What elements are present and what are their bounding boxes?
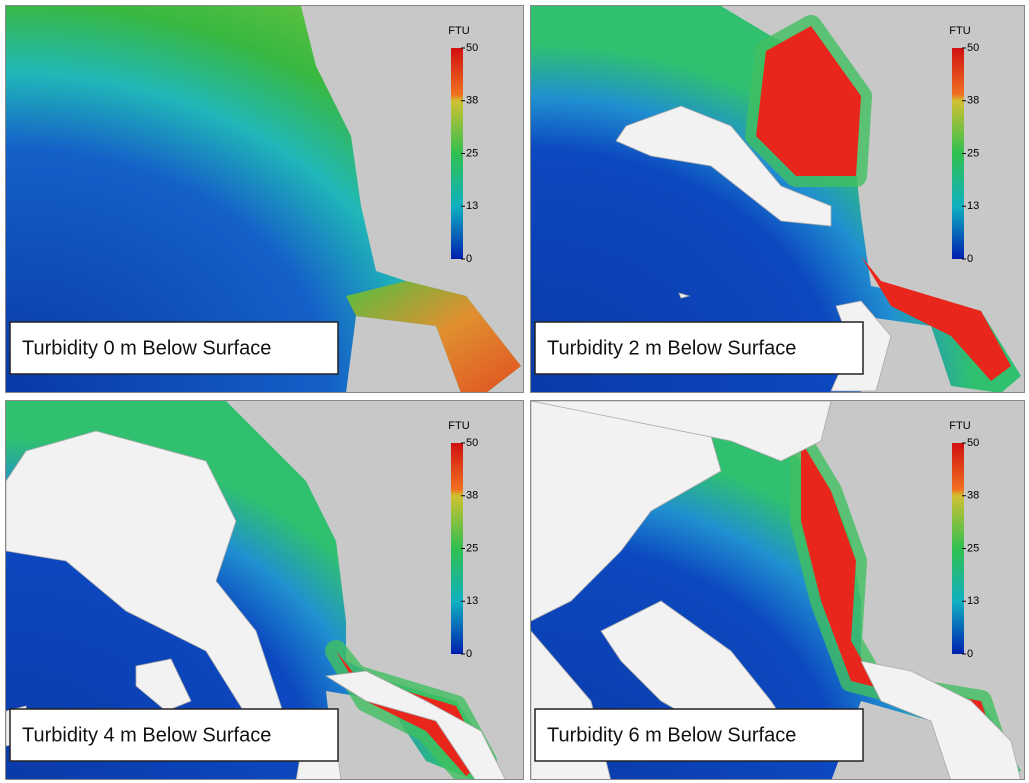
- colorbar-tick-label: 13: [967, 595, 979, 607]
- panel-label: Turbidity 4 m Below Surface: [22, 724, 271, 746]
- panel-label: Turbidity 0 m Below Surface: [22, 337, 271, 359]
- map-panel: FTU 50 38 25 13 0 Turbidity 2 m Below Surface: [530, 5, 1025, 393]
- colorbar-unit: FTU: [949, 420, 970, 432]
- colorbar-unit: FTU: [448, 420, 469, 432]
- colorbar-tick-label: 50: [967, 437, 979, 449]
- colorbar-tick-label: 0: [967, 253, 973, 265]
- colorbar-tick-label: 13: [466, 595, 478, 607]
- colorbar-unit: FTU: [448, 25, 469, 37]
- colorbar-unit: FTU: [949, 25, 970, 37]
- colorbar-tick-label: 0: [967, 648, 973, 660]
- panel-label: Turbidity 6 m Below Surface: [547, 724, 796, 746]
- panel-label: Turbidity 2 m Below Surface: [547, 337, 796, 359]
- map-panel: FTU 50 38 25 13 0 Turbidity 4 m Below Surface: [5, 400, 524, 780]
- map-panel: FTU 50 38 25 13 0 Turbidity 6 m Below Surface: [530, 400, 1025, 780]
- colorbar-tick-label: 25: [466, 542, 478, 554]
- colorbar-tick-label: 25: [967, 147, 979, 159]
- colorbar-tick-label: 13: [466, 200, 478, 212]
- colorbar-tick-label: 50: [466, 437, 478, 449]
- colorbar-tick-label: 38: [466, 95, 478, 107]
- colorbar-tick-label: 38: [967, 490, 979, 502]
- colorbar-tick-label: 25: [967, 542, 979, 554]
- colorbar-tick-label: 50: [967, 42, 979, 54]
- colorbar-tick-label: 13: [967, 200, 979, 212]
- map-panel: FTU 50 38 25 13 0 Turbidity 0 m Below Surface: [5, 5, 524, 393]
- colorbar-tick-label: 38: [466, 490, 478, 502]
- colorbar-tick-label: 0: [466, 253, 472, 265]
- figure: FTU503825130Turbidity 0 m Below SurfaceF…: [0, 0, 1029, 783]
- colorbar-tick-label: 38: [967, 95, 979, 107]
- colorbar-tick-label: 50: [466, 42, 478, 54]
- colorbar-tick-label: 0: [466, 648, 472, 660]
- colorbar-tick-label: 25: [466, 147, 478, 159]
